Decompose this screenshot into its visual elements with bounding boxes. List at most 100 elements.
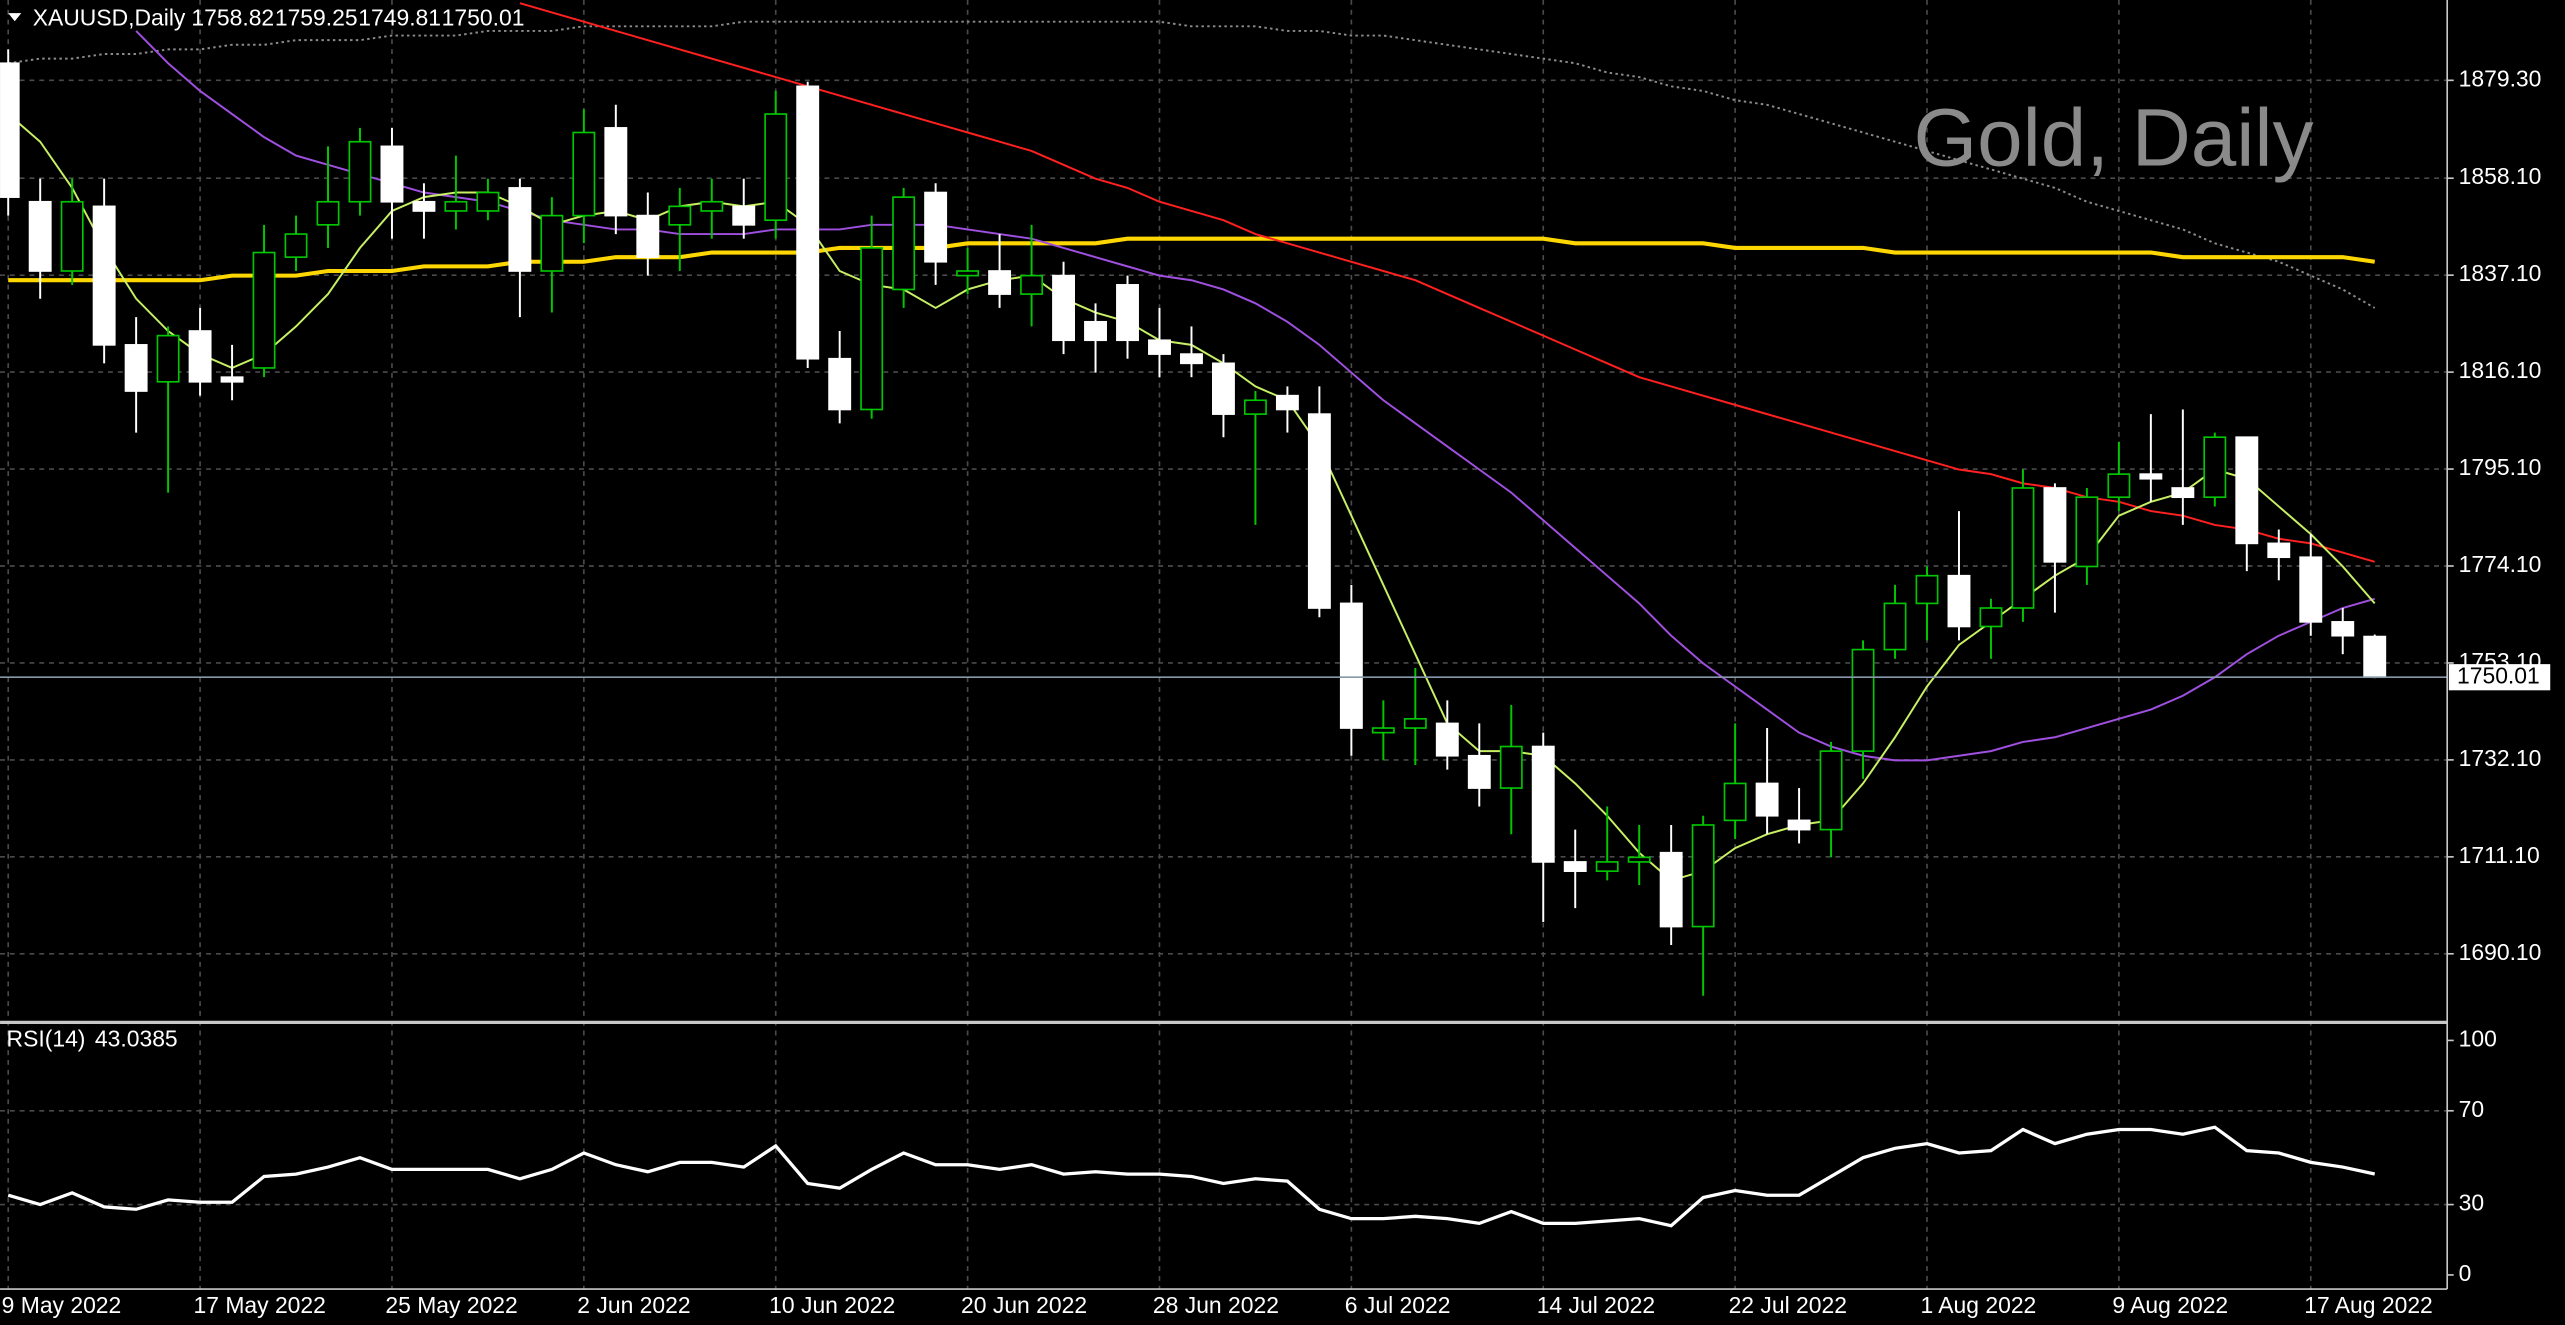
x-tick-label: 17 May 2022 <box>194 1292 326 1318</box>
x-tick-label: 25 May 2022 <box>385 1292 517 1318</box>
header: XAUUSD,Daily 1758.82 1759.25 1749.81 175… <box>33 5 525 31</box>
moving-average <box>8 20 2376 309</box>
candle-body <box>604 127 628 217</box>
plot-layer <box>0 2 2448 1228</box>
x-tick-label: 28 Jun 2022 <box>1153 1292 1279 1318</box>
candle-body <box>2203 436 2227 499</box>
candle-body <box>124 344 148 392</box>
candle-body <box>476 191 500 212</box>
x-tick-label: 20 Jun 2022 <box>961 1292 1087 1318</box>
candle-body <box>1595 861 1619 872</box>
candle-body <box>2139 473 2163 480</box>
candle-body <box>444 200 468 212</box>
candle-body <box>1659 851 1683 928</box>
candle-body <box>2075 496 2099 568</box>
moving-average <box>8 236 2376 283</box>
candle-body <box>572 131 596 217</box>
y-tick-label: 1711.10 <box>2459 842 2540 868</box>
candle-body <box>2363 635 2387 679</box>
menu-icon[interactable] <box>8 13 22 22</box>
current-price-box <box>2448 664 2551 691</box>
candle-body <box>2331 621 2355 637</box>
candle-body <box>924 191 948 263</box>
x-tick-label: 14 Jul 2022 <box>1537 1292 1655 1318</box>
candle-body <box>892 196 916 291</box>
candle-body <box>1979 607 2003 628</box>
candle-body <box>796 85 820 360</box>
open-value: 1758.82 <box>191 5 274 31</box>
candle-body <box>412 200 436 212</box>
close-value: 1750.01 <box>442 5 525 31</box>
candle-body <box>1052 274 1075 342</box>
candle-body <box>1339 602 1363 729</box>
watermark-title: Gold, Daily <box>1914 93 2314 184</box>
candle-body <box>1947 574 1971 628</box>
candle-body <box>956 270 980 277</box>
rsi-line <box>7 1125 2376 1228</box>
candle-body <box>60 200 84 272</box>
candle-body <box>156 334 180 383</box>
candle-body <box>1371 727 1395 734</box>
y-tick-label: 100 <box>2459 1025 2497 1051</box>
candle-body <box>316 200 340 226</box>
candle-body <box>700 200 724 212</box>
candle-body <box>1563 861 1587 872</box>
candle-body <box>1531 745 1555 863</box>
candle-body <box>2235 436 2259 545</box>
candle-body <box>1499 745 1523 789</box>
candle-body <box>764 113 788 222</box>
rsi-label: RSI(14) <box>7 1025 86 1051</box>
candle-body <box>828 357 852 411</box>
candle-body <box>1116 284 1139 342</box>
y-tick-label: 1774.10 <box>2459 551 2542 577</box>
candle-body <box>860 247 884 411</box>
candle-body <box>1307 413 1331 609</box>
candle-body <box>92 205 116 346</box>
candle-body <box>284 233 308 258</box>
y-tick-label: 30 <box>2459 1190 2484 1216</box>
grid-layer <box>0 0 2448 1290</box>
y-tick-label: 0 <box>2459 1260 2472 1286</box>
candle-body <box>988 270 1012 295</box>
x-tick-label: 22 Jul 2022 <box>1729 1292 1847 1318</box>
candle-body <box>1403 717 1427 729</box>
x-tick-label: 10 Jun 2022 <box>769 1292 895 1318</box>
candle-body <box>1243 399 1267 415</box>
x-tick-label: 9 May 2022 <box>2 1292 122 1318</box>
y-tick-label: 1795.10 <box>2459 454 2542 480</box>
rsi-value: 43.0385 <box>95 1025 178 1051</box>
candle-body <box>1787 819 1811 831</box>
candle-body <box>380 145 404 203</box>
candle-body <box>1819 750 1843 831</box>
candle-body <box>1180 353 1203 365</box>
candle-body <box>1435 722 1459 757</box>
y-tick-label: 1837.10 <box>2459 260 2542 286</box>
y-tick-label: 1858.10 <box>2459 163 2542 189</box>
candle-body <box>668 205 692 226</box>
y-tick-label: 1879.30 <box>2459 65 2542 91</box>
y-tick-label: 1732.10 <box>2459 745 2542 771</box>
y-tick-label: 1816.10 <box>2459 357 2542 383</box>
candle-body <box>2267 542 2291 559</box>
candle-body <box>2107 473 2131 499</box>
x-tick-label: 6 Jul 2022 <box>1345 1292 1451 1318</box>
candle-body <box>540 214 564 272</box>
candle-body <box>2299 556 2323 623</box>
x-tick-label: 2 Jun 2022 <box>577 1292 690 1318</box>
candle-body <box>188 330 212 383</box>
candle-body <box>2043 487 2067 563</box>
candle-body <box>252 251 276 369</box>
candle-body <box>348 140 372 203</box>
current-price-label: 1750.01 <box>2457 662 2540 688</box>
candle-body <box>2011 487 2035 609</box>
candle-body <box>1020 274 1044 295</box>
candle-body <box>508 187 532 272</box>
candle-body <box>636 214 660 258</box>
low-value: 1749.81 <box>358 5 441 31</box>
candle-body <box>1627 856 1651 863</box>
x-tick-label: 1 Aug 2022 <box>1920 1292 2036 1318</box>
candle-body <box>1723 782 1747 822</box>
